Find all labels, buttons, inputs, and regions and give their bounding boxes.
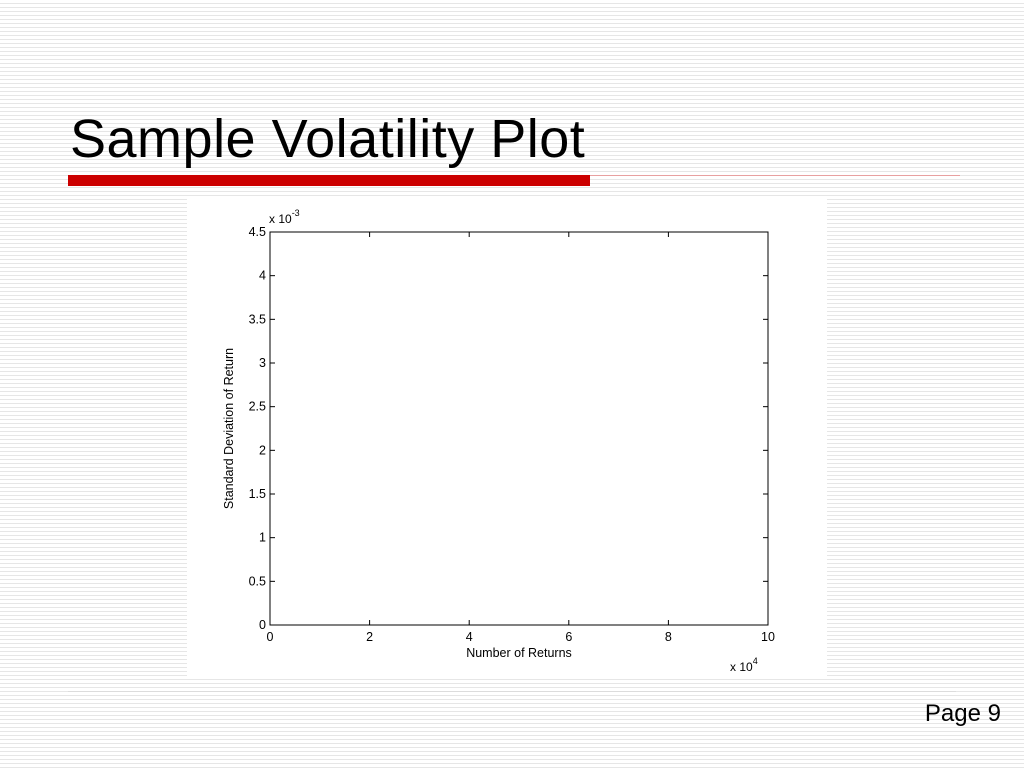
x-axis-label: Number of Returns — [466, 646, 572, 660]
y-axis-multiplier: x 10-3 — [269, 208, 300, 226]
y-tick-label: 1 — [259, 531, 266, 545]
y-tick-label: 2 — [259, 443, 266, 457]
footer-rule — [68, 691, 956, 692]
title-rule — [590, 175, 960, 176]
volatility-chart: Number of Returns Standard Deviation of … — [222, 208, 775, 674]
title-accent-bar — [68, 175, 590, 186]
x-tick-label: 4 — [466, 630, 473, 644]
x-axis-multiplier: x 104 — [730, 656, 758, 674]
slide-title: Sample Volatility Plot — [70, 109, 586, 169]
x-multiplier-base: x 10 — [730, 660, 753, 674]
x-tick-label: 0 — [267, 630, 274, 644]
y-axis-label: Standard Deviation of Return — [222, 348, 236, 509]
y-tick-label: 4 — [259, 269, 266, 283]
x-multiplier-exponent: 4 — [753, 656, 758, 666]
x-tick-label: 6 — [565, 630, 572, 644]
x-tick-label: 2 — [366, 630, 373, 644]
x-tick-label: 10 — [761, 630, 775, 644]
y-tick-label: 3 — [259, 356, 266, 370]
chart-panel: Number of Returns Standard Deviation of … — [187, 196, 827, 676]
axes: Number of Returns Standard Deviation of … — [222, 208, 775, 674]
plot-frame — [269, 231, 769, 626]
y-multiplier-exponent: -3 — [292, 208, 300, 218]
x-tick-label: 8 — [665, 630, 672, 644]
page-number: Page 9 — [924, 700, 1001, 727]
y-tick-label: 2.5 — [249, 400, 266, 414]
y-tick-label: 0.5 — [249, 574, 266, 588]
y-multiplier-base: x 10 — [269, 212, 292, 226]
y-tick-label: 4.5 — [249, 225, 266, 239]
y-tick-label: 1.5 — [249, 487, 266, 501]
y-tick-label: 3.5 — [249, 312, 266, 326]
y-tick-label: 0 — [259, 618, 266, 632]
